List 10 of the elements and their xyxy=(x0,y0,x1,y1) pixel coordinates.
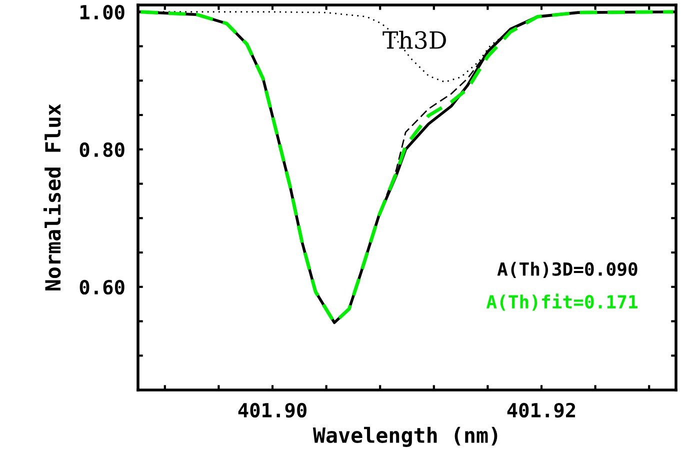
y-axis-title: Normalised Flux xyxy=(44,104,61,290)
x-tick-label: 401.90 xyxy=(238,402,306,418)
y-tick-label: 0.80 xyxy=(80,142,124,158)
annotation: A(Th)3D=0.090 xyxy=(497,262,638,278)
x-axis-title: Wavelength (nm) xyxy=(312,426,498,448)
legend-label: Th3D xyxy=(382,30,446,49)
y-tick-label: 1.00 xyxy=(80,4,124,20)
text: A(Th)fit=0.171 xyxy=(486,294,638,311)
x-tick-label: 401.92 xyxy=(507,402,576,418)
y-tick-label: 0.60 xyxy=(80,280,124,295)
